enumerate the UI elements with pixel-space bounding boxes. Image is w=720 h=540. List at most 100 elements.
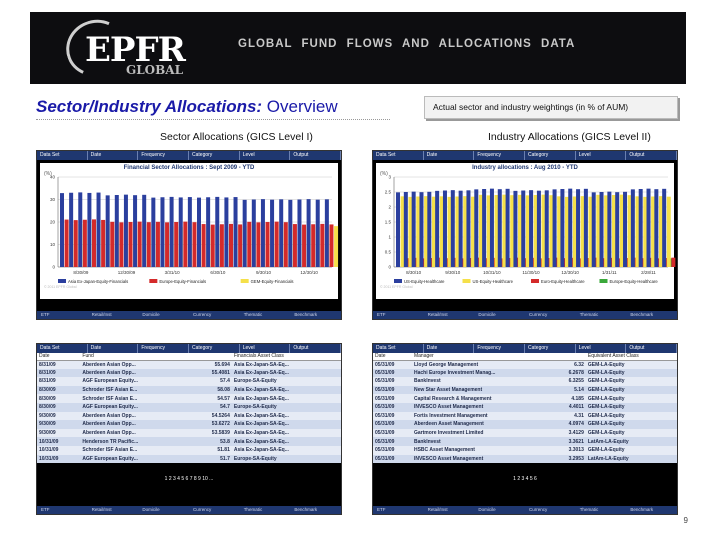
table-row[interactable]: 8/30/09 AGF European Equity... 54.7 Europe-…: [37, 402, 341, 412]
column-header[interactable]: Date: [373, 353, 412, 361]
footer-tab-currency[interactable]: Currency: [193, 507, 212, 512]
table-row[interactable]: 05/31/09 BankInvest 3.3621 LatAm-LA-Equity: [373, 437, 677, 446]
tab-level[interactable]: Level: [240, 344, 291, 353]
table-row[interactable]: 05/31/09 Lloyd George Management 6.32 GEM-L…: [373, 360, 677, 369]
footer-tab-retail-inst[interactable]: Retail/Inst: [427, 312, 448, 317]
tab-data-set[interactable]: Data Set: [373, 344, 424, 353]
tab-level[interactable]: Level: [576, 151, 627, 160]
tab-date[interactable]: Date: [424, 344, 475, 353]
table-row[interactable]: 05/31/09 Gartmore Investment Limited 3.412…: [373, 428, 677, 438]
footer-tab-retail-inst[interactable]: Retail/Inst: [427, 507, 448, 512]
table-cell: 8/31/09: [37, 368, 81, 378]
footer-tab-thematic[interactable]: Thematic: [579, 507, 599, 512]
table-row[interactable]: 8/30/09 Schroder ISF Asian E... 58.08 Asia …: [37, 385, 341, 395]
bar: [502, 194, 507, 267]
column-header[interactable]: [553, 353, 586, 361]
footer-tab-thematic[interactable]: Thematic: [579, 312, 599, 317]
bar: [560, 189, 565, 267]
footer-tab-domicile[interactable]: Domicile: [478, 507, 496, 512]
tab-output[interactable]: Output: [626, 344, 677, 353]
column-header[interactable]: Financials Asset Class: [231, 353, 341, 361]
tab-frequency[interactable]: Frequency: [138, 344, 190, 353]
tab-frequency[interactable]: Frequency: [138, 151, 190, 160]
bar: [133, 195, 138, 267]
footer-tab-retail-inst[interactable]: Retail/Inst: [91, 312, 112, 317]
table-row[interactable]: 05/31/09 INVESCO Asset Management 4.4011 GE…: [373, 402, 677, 412]
footer-tab-retail-inst[interactable]: Retail/Inst: [91, 507, 112, 512]
table-row[interactable]: 8/31/09 Aberdeen Asian Opp... 55.694 Asia E…: [37, 360, 341, 369]
table-row[interactable]: 05/31/09 New Star Asset Management 5.14 GEM…: [373, 385, 677, 395]
tab-category[interactable]: Category: [189, 344, 240, 353]
footer-tab-currency[interactable]: Currency: [529, 507, 548, 512]
tab-date[interactable]: Date: [88, 151, 139, 160]
footer-tab-currency[interactable]: Currency: [193, 312, 212, 317]
table-row[interactable]: 10/31/09 AGF European Equity... 51.7 Europe…: [37, 454, 341, 464]
table-cell: 5.14: [553, 385, 586, 395]
bar: [123, 194, 128, 267]
table-row[interactable]: 05/31/09 Hachi Europe Investment Manag...…: [373, 368, 677, 378]
table-row[interactable]: 05/31/09 Aberdeen Asset Management 4.0974 G…: [373, 420, 677, 429]
column-header[interactable]: [191, 353, 232, 361]
table-row[interactable]: 9/30/09 Aberdeen Asian Opp... 54.5264 Asia …: [37, 411, 341, 421]
table-cell: Asia Ex-Japan-SA-Eq...: [231, 385, 341, 395]
footer-tab-etf[interactable]: ETF: [41, 312, 50, 317]
tab-category[interactable]: Category: [189, 151, 240, 160]
tab-data-set[interactable]: Data Set: [37, 151, 88, 160]
tab-data-set[interactable]: Data Set: [37, 344, 88, 353]
tab-level[interactable]: Level: [240, 151, 291, 160]
table-row[interactable]: 10/31/09 Henderson TR Pacific... 53.8 Asia …: [37, 437, 341, 446]
bar: [599, 192, 604, 267]
table-row[interactable]: 8/31/09 Aberdeen Asian Opp... 55.4081 Asia …: [37, 368, 341, 378]
tab-category[interactable]: Category: [525, 151, 576, 160]
footer-tab-domicile[interactable]: Domicile: [478, 312, 496, 317]
bar: [219, 224, 224, 267]
footer-tab-thematic[interactable]: Thematic: [243, 312, 263, 317]
tab-level[interactable]: Level: [576, 344, 627, 353]
table-row[interactable]: 8/31/09 AGF European Equity... 57.4 Europe-…: [37, 377, 341, 386]
footer-tab-domicile[interactable]: Domicile: [142, 312, 160, 317]
footer-tab-thematic[interactable]: Thematic: [243, 507, 263, 512]
table-cell: GEM-LA-Equity: [585, 377, 677, 386]
tab-frequency[interactable]: Frequency: [474, 344, 526, 353]
footer-tab-etf[interactable]: ETF: [377, 507, 386, 512]
bar: [270, 199, 275, 267]
footer-tab-benchmark[interactable]: Benchmark: [630, 507, 654, 512]
table-row[interactable]: 05/31/09 INVESCO Asset Management 3.2953 La…: [373, 454, 677, 464]
table-row[interactable]: 05/31/09 Capital Research & Management 4.1…: [373, 394, 677, 403]
tab-data-set[interactable]: Data Set: [373, 151, 424, 160]
tab-date[interactable]: Date: [88, 344, 139, 353]
bar: [210, 224, 215, 267]
footer-tab-etf[interactable]: ETF: [41, 507, 50, 512]
column-header[interactable]: Fund: [80, 353, 192, 361]
table-row[interactable]: 8/30/09 Schroder ISF Asian E... 54.57 Asia …: [37, 394, 341, 403]
table-row[interactable]: 10/31/09 Schroder ISF Asian E... 51.81 Asia…: [37, 445, 341, 455]
bar: [533, 195, 538, 267]
table-row[interactable]: 05/31/09 BankInvest 6.3255 GEM-LA-Equity: [373, 377, 677, 386]
table-row[interactable]: 9/30/09 Aberdeen Asian Opp... 53.6272 Asia …: [37, 420, 341, 429]
footer-tab-currency[interactable]: Currency: [529, 312, 548, 317]
column-header[interactable]: Equivalent Asset Class: [585, 353, 677, 361]
tab-date[interactable]: Date: [424, 151, 475, 160]
table-row[interactable]: 9/30/09 Aberdeen Asian Opp... 53.5839 Asia …: [37, 428, 341, 438]
tab-output[interactable]: Output: [626, 151, 677, 160]
sector-table-pager[interactable]: 1 2 3 4 5 6 7 8 9 10 ...: [164, 476, 214, 482]
column-header[interactable]: Manager: [411, 353, 554, 361]
table-row[interactable]: 05/31/09 Fortis Investment Management 4.31…: [373, 411, 677, 421]
tab-output[interactable]: Output: [290, 151, 341, 160]
footer-tab-benchmark[interactable]: Benchmark: [294, 507, 318, 512]
industry-table-pager[interactable]: 1 2 3 4 5 6: [513, 476, 537, 482]
tab-category[interactable]: Category: [525, 344, 576, 353]
title-divider: [36, 119, 390, 120]
table-row[interactable]: 05/31/09 HSBC Asset Management 3.3013 GEM-L…: [373, 445, 677, 455]
bar: [197, 197, 201, 267]
bar: [458, 190, 463, 267]
x-tick-label: 9/30/10: [256, 270, 272, 275]
footer-tab-domicile[interactable]: Domicile: [142, 507, 160, 512]
tab-frequency[interactable]: Frequency: [474, 151, 526, 160]
footer-tab-benchmark[interactable]: Benchmark: [630, 312, 654, 317]
footer-tab-etf[interactable]: ETF: [377, 312, 386, 317]
footer-tab-benchmark[interactable]: Benchmark: [294, 312, 318, 317]
column-header[interactable]: Date: [37, 353, 81, 361]
tab-output[interactable]: Output: [290, 344, 341, 353]
bar: [224, 197, 229, 267]
